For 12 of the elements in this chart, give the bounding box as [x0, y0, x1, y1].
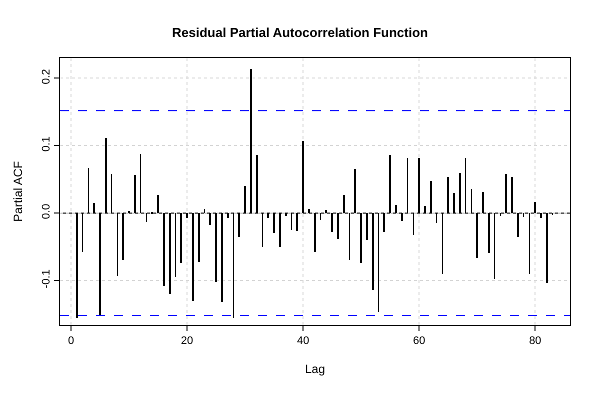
y-tick-label: 0.1 [40, 136, 53, 152]
y-tick-label: -0.1 [40, 269, 53, 288]
y-axis-title: Partial ACF [10, 161, 25, 222]
x-tick-label: 80 [529, 335, 542, 348]
x-tick-label: 60 [413, 335, 426, 348]
x-axis-title: Lag [304, 362, 326, 376]
x-tick-label: 20 [180, 335, 194, 348]
y-tick-label: 0.2 [40, 68, 53, 84]
x-tick-label: 40 [296, 335, 310, 348]
x-tick-label: 0 [68, 335, 74, 348]
y-tick-label: 0.0 [40, 204, 53, 220]
chart-title: Residual Partial Autocorrelation Function [172, 25, 428, 40]
